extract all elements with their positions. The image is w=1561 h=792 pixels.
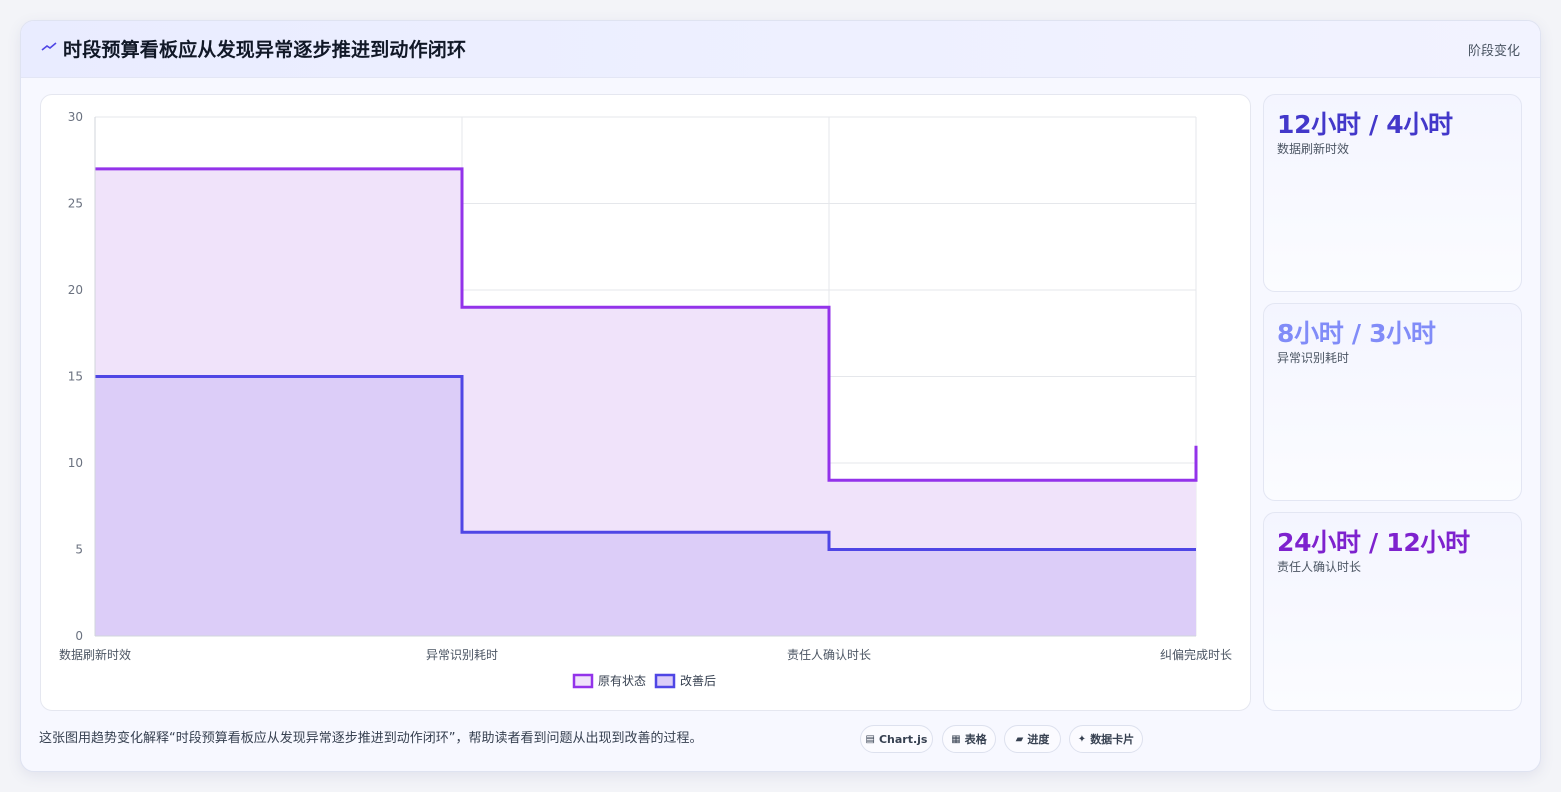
chip-label: 数据卡片 — [1090, 733, 1135, 746]
trend-icon — [41, 42, 57, 51]
kpi-label: 责任人确认时长 — [1277, 560, 1362, 574]
chart-caption: 这张图用趋势变化解释“时段预算看板应从发现异常逐步推进到动作闭环”，帮助读者看到… — [39, 731, 703, 746]
axis-layer: 0 5 10 15 20 25 30 数据刷新时效 异常识别耗时 责任人确认时长 纠偏完成时长 — [59, 110, 1232, 662]
x-tick-label: 数据刷新时效 — [59, 647, 131, 662]
chip-data-card[interactable]: ✦ 数据卡片 — [1069, 725, 1143, 753]
y-tick-label: 15 — [68, 370, 83, 384]
y-tick-label: 25 — [68, 197, 83, 211]
series-area-1 — [95, 376, 1196, 636]
x-tick-label: 异常识别耗时 — [426, 648, 498, 662]
chart-panel: 0 5 10 15 20 25 30 数据刷新时效 异常识别耗时 责任人确认时长 纠偏完成时长 原有… — [40, 94, 1251, 711]
kpi-value: 8小时 / 3小时 — [1277, 319, 1436, 348]
kpi-label: 数据刷新时效 — [1277, 142, 1350, 156]
kpi-card-confirm: 24小时 / 12小时 责任人确认时长 — [1263, 512, 1522, 711]
kpi-card-detect: 8小时 / 3小时 异常识别耗时 — [1263, 303, 1522, 501]
chip-label: 进度 — [1027, 733, 1050, 746]
chip-label: Chart.js — [878, 732, 928, 746]
chip-progress[interactable]: ▰ 进度 — [1004, 725, 1061, 753]
progress-icon: ▰ — [1015, 733, 1024, 745]
series-line-1 — [95, 375, 1196, 551]
kpi-card-refresh: 12小时 / 4小时 数据刷新时效 — [1263, 94, 1522, 292]
legend-swatch — [572, 673, 594, 689]
chart-icon: ▤ — [865, 733, 875, 745]
stepped-area-chart: 0 5 10 15 20 25 30 数据刷新时效 异常识别耗时 责任人确认时长 纠偏完成时长 原有… — [59, 110, 1232, 689]
x-tick-label: 责任人确认时长 — [787, 648, 871, 662]
chip-chartjs[interactable]: ▤ Chart.js — [860, 725, 933, 753]
kpi-value: 24小时 / 12小时 — [1277, 528, 1470, 557]
chart-legend[interactable]: 原有状态 改善后 — [572, 673, 716, 689]
legend-label: 改善后 — [680, 673, 716, 688]
kpi-value: 12小时 / 4小时 — [1277, 110, 1453, 139]
legend-swatch — [654, 673, 676, 689]
line-layer — [95, 167, 1198, 551]
card-header: 时段预算看板应从发现异常逐步推进到动作闭环 阶段变化 — [21, 21, 1540, 78]
y-tick-label: 30 — [68, 110, 83, 124]
y-tick-label: 5 — [75, 543, 83, 557]
area-layer — [95, 168, 1196, 636]
chip-table[interactable]: ▦ 表格 — [942, 725, 996, 753]
x-tick-label: 纠偏完成时长 — [1160, 647, 1232, 662]
chip-label: 表格 — [964, 733, 987, 746]
y-tick-label: 0 — [75, 629, 83, 643]
y-tick-label: 20 — [68, 283, 83, 297]
stage-tag: 阶段变化 — [1467, 44, 1520, 59]
page-title: 时段预算看板应从发现异常逐步推进到动作闭环 — [63, 39, 467, 61]
sparkle-icon: ✦ — [1077, 733, 1087, 745]
dashboard-card: 时段预算看板应从发现异常逐步推进到动作闭环 阶段变化 0 5 10 15 20 25 30 数… — [20, 20, 1541, 772]
kpi-label: 异常识别耗时 — [1277, 351, 1350, 365]
legend-label: 原有状态 — [598, 674, 646, 688]
y-tick-label: 10 — [68, 456, 83, 470]
table-icon: ▦ — [951, 733, 961, 745]
series-line-0 — [95, 167, 1198, 482]
